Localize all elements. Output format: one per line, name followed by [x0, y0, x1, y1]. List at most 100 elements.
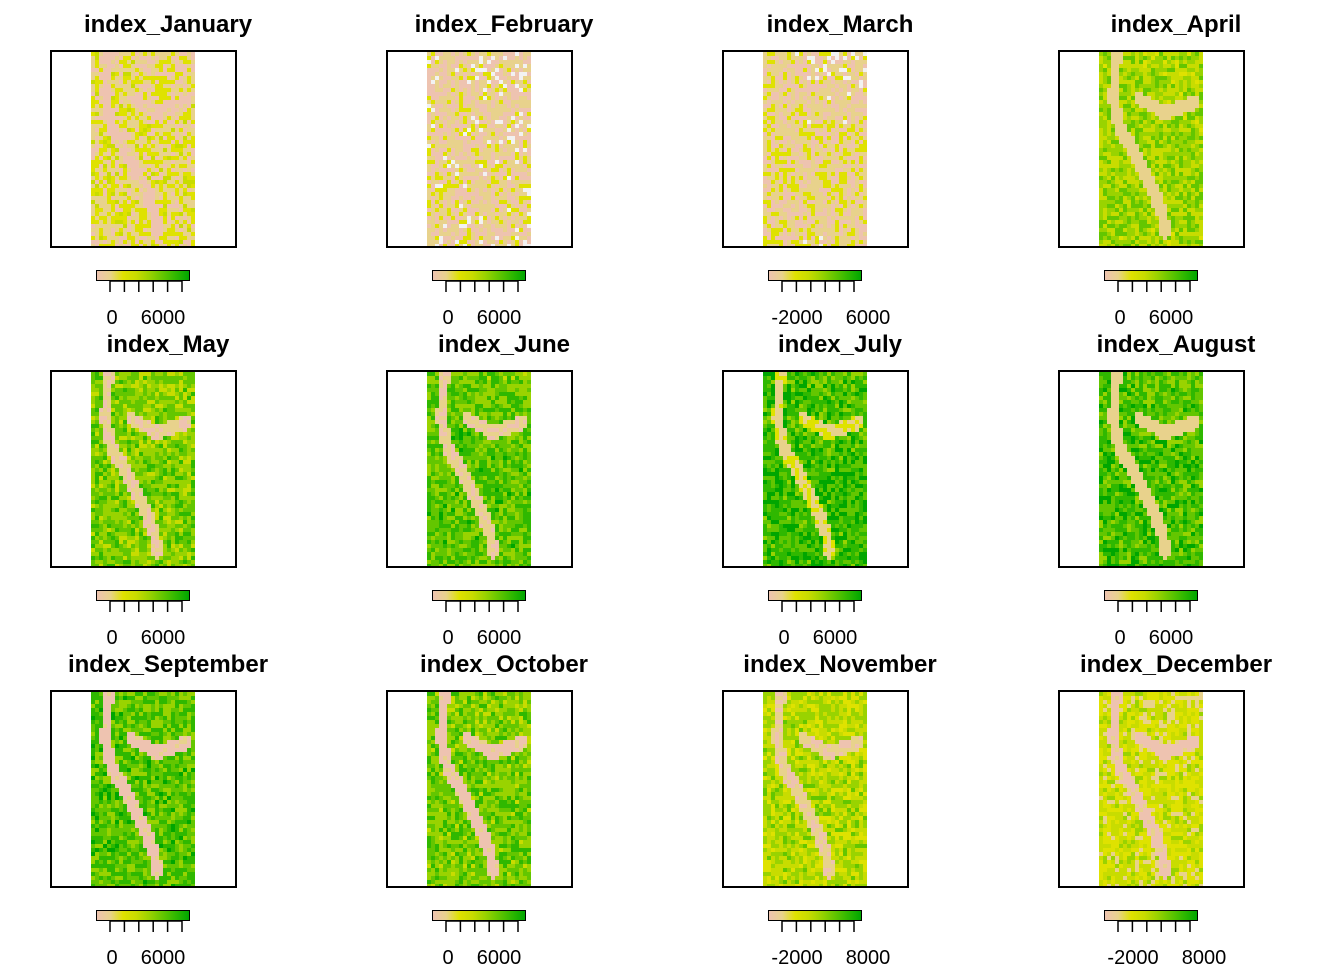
raster-cell [855, 156, 859, 160]
raster-cell [807, 92, 811, 96]
raster-cell [483, 168, 487, 172]
raster-cell [159, 200, 163, 204]
raster-cell [495, 176, 499, 180]
raster-cell [767, 116, 771, 120]
raster-cell [135, 56, 139, 60]
raster-cell [515, 152, 519, 156]
raster-cell [847, 52, 851, 56]
raster-cell [183, 168, 187, 172]
raster-cell [1143, 216, 1147, 220]
raster-cell [1135, 88, 1139, 92]
raster-cell [1099, 136, 1103, 140]
raster-cell [479, 240, 483, 244]
raster-cell [187, 176, 191, 180]
raster-cell [111, 76, 115, 80]
raster-cell [1187, 200, 1191, 204]
raster-cell [171, 208, 175, 212]
raster-cell [1183, 120, 1187, 124]
raster-cell [147, 196, 151, 200]
raster-cell [819, 64, 823, 68]
raster-cell [187, 212, 191, 216]
raster-cell [1155, 112, 1159, 116]
raster-cell [475, 176, 479, 180]
raster-cell [1155, 176, 1159, 180]
raster-cell [843, 244, 847, 248]
raster-cell [487, 224, 491, 228]
raster-cell [143, 76, 147, 80]
raster-cell [91, 184, 95, 188]
raster-cell [1187, 52, 1191, 56]
raster-cell [123, 96, 127, 100]
raster-cell [863, 104, 867, 108]
raster-cell [1147, 88, 1151, 92]
raster-cell [159, 164, 163, 168]
raster-cell [167, 84, 171, 88]
raster-cell [783, 212, 787, 216]
raster-cell [491, 132, 495, 136]
raster-cell [127, 60, 131, 64]
raster-cell [791, 200, 795, 204]
raster-cell [1099, 72, 1103, 76]
raster-cell [151, 112, 155, 116]
raster-cell [519, 56, 523, 60]
raster-cell [1111, 188, 1115, 192]
raster-cell [99, 80, 103, 84]
raster-cell [1111, 204, 1115, 208]
raster-cell [767, 148, 771, 152]
raster-cell [427, 144, 431, 148]
raster-cell [427, 100, 431, 104]
raster-cell [1139, 196, 1143, 200]
raster-cell [855, 160, 859, 164]
raster-cell [191, 180, 195, 184]
raster-cell [847, 156, 851, 160]
raster-cell [167, 232, 171, 236]
raster-cell [427, 172, 431, 176]
raster-cell [99, 60, 103, 64]
raster-cell [427, 148, 431, 152]
raster-cell [427, 92, 431, 96]
raster-cell [91, 172, 95, 176]
raster-cell [439, 204, 443, 208]
raster-cell [1139, 200, 1143, 204]
raster-cell [799, 240, 803, 244]
raster-cell [467, 208, 471, 212]
raster-cell [1163, 64, 1167, 68]
raster-cell [863, 84, 867, 88]
raster-cell [143, 188, 147, 192]
raster-cell [1151, 88, 1155, 92]
raster-cell [1123, 92, 1127, 96]
raster-cell [1143, 92, 1147, 96]
raster-cell [771, 88, 775, 92]
raster-cell [443, 188, 447, 192]
raster-cell [1135, 112, 1139, 116]
raster-cell [839, 88, 843, 92]
raster-cell [519, 68, 523, 72]
raster-cell [435, 52, 439, 56]
raster-cell [1159, 116, 1163, 120]
raster-cell [775, 176, 779, 180]
raster-cell [851, 84, 855, 88]
raster-cell [783, 84, 787, 88]
raster-cell [123, 220, 127, 224]
raster-cell [795, 236, 799, 240]
raster-cell [459, 88, 463, 92]
raster-cell [859, 72, 863, 76]
raster-cell [159, 52, 163, 56]
raster-cell [811, 160, 815, 164]
raster-cell [1175, 120, 1179, 124]
raster-cell [843, 164, 847, 168]
raster-cell [855, 212, 859, 216]
raster-cell [1191, 80, 1195, 84]
raster-cell [467, 224, 471, 228]
raster-cell [507, 120, 511, 124]
raster-cell [763, 96, 767, 100]
raster-cell [835, 184, 839, 188]
raster-cell [1187, 136, 1191, 140]
raster-cell [135, 120, 139, 124]
raster-cell [431, 80, 435, 84]
raster-cell [511, 212, 515, 216]
raster-cell [1159, 80, 1163, 84]
raster-cell [123, 76, 127, 80]
raster-cell [835, 68, 839, 72]
raster-cell [479, 152, 483, 156]
